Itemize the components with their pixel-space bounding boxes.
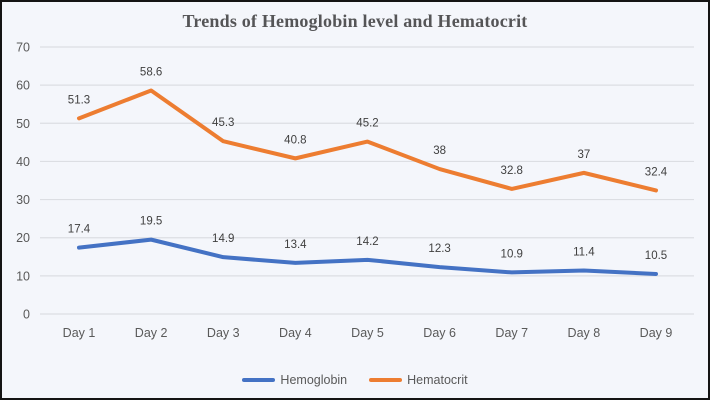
x-axis-label: Day 4: [279, 326, 312, 340]
legend-label-hematocrit: Hematocrit: [407, 373, 468, 387]
data-label: 14.2: [356, 236, 378, 248]
legend: Hemoglobin Hematocrit: [2, 373, 708, 387]
series-line-hemoglobin: [77, 237, 658, 276]
data-label: 32.8: [501, 165, 523, 177]
chart-title: Trends of Hemoglobin level and Hematocri…: [182, 11, 528, 31]
y-axis-tick-label: 10: [16, 269, 30, 283]
x-axis-label: Day 5: [351, 326, 384, 340]
y-axis-tick-label: 40: [16, 155, 30, 169]
legend-line-swatch-hemoglobin: [242, 378, 276, 382]
data-label: 45.3: [212, 117, 234, 129]
y-axis-tick-label: 0: [23, 308, 30, 322]
data-label: 11.4: [573, 247, 595, 259]
data-label: 12.3: [428, 243, 450, 255]
x-axis-label: Day 8: [568, 326, 601, 340]
data-label: 38: [433, 145, 446, 157]
data-label: 14.9: [212, 233, 234, 245]
x-axis-label: Day 2: [135, 326, 168, 340]
data-label: 37: [577, 149, 590, 161]
x-axis-label: Day 7: [495, 326, 528, 340]
data-label: 45.2: [356, 118, 378, 130]
y-axis-tick-label: 70: [16, 41, 30, 55]
x-axis-label: Day 1: [63, 326, 96, 340]
data-label: 17.4: [68, 224, 91, 236]
x-axis-label: Day 9: [640, 326, 673, 340]
data-label: 58.6: [140, 66, 162, 78]
data-label: 13.4: [284, 239, 307, 251]
legend-item-hemoglobin: Hemoglobin: [242, 373, 347, 387]
legend-line-swatch-hematocrit: [369, 378, 403, 382]
data-label: 10.9: [501, 248, 523, 260]
y-axis-tick-label: 60: [16, 79, 30, 93]
data-label: 40.8: [284, 134, 306, 146]
legend-item-hematocrit: Hematocrit: [369, 373, 468, 387]
data-label: 51.3: [68, 94, 90, 106]
data-label: 19.5: [140, 216, 162, 228]
y-axis-tick-label: 30: [16, 193, 30, 207]
y-axis-tick-label: 20: [16, 231, 30, 245]
series-line-hematocrit: [77, 88, 658, 193]
data-label: 32.4: [645, 166, 668, 178]
x-axis-label: Day 6: [423, 326, 456, 340]
x-axis-label: Day 3: [207, 326, 240, 340]
legend-label-hemoglobin: Hemoglobin: [280, 373, 348, 387]
y-axis-tick-label: 50: [16, 117, 30, 131]
data-label: 10.5: [645, 250, 667, 262]
